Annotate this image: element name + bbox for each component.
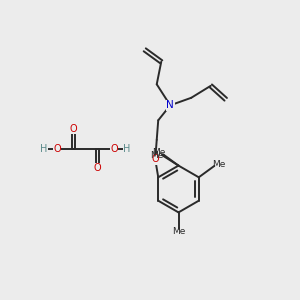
- Text: O: O: [53, 143, 61, 154]
- Text: Me: Me: [172, 227, 185, 236]
- Text: O: O: [70, 124, 77, 134]
- Text: H: H: [123, 143, 130, 154]
- Text: O: O: [110, 143, 118, 154]
- Text: H: H: [40, 143, 48, 154]
- Text: O: O: [152, 154, 159, 164]
- Text: Me: Me: [150, 151, 163, 160]
- Text: Me: Me: [212, 160, 226, 169]
- Text: O: O: [94, 163, 101, 173]
- Text: Me: Me: [152, 148, 165, 157]
- Text: N: N: [167, 100, 174, 110]
